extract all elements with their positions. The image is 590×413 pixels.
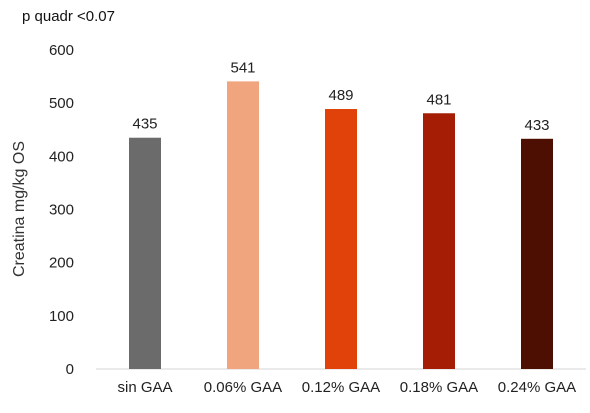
data-label: 481 (426, 91, 451, 108)
y-tick-label: 200 (49, 255, 74, 272)
bar-4 (423, 113, 455, 369)
data-label: 489 (328, 87, 353, 104)
data-label: 433 (524, 117, 549, 134)
data-label: 435 (132, 116, 157, 133)
bar-2 (227, 81, 259, 369)
y-tick-label: 600 (49, 42, 74, 59)
x-tick-label: 0.24% GAA (498, 379, 576, 396)
y-tick-label: 0 (66, 361, 74, 378)
data-label: 541 (230, 59, 255, 76)
bar-5 (521, 138, 553, 369)
x-tick-label: 0.06% GAA (204, 379, 282, 396)
significance-annotation: p quadr <0.07 (22, 8, 115, 25)
bar-3 (325, 109, 357, 369)
y-tick-label: 100 (49, 308, 74, 325)
bar-1 (129, 137, 161, 369)
x-tick-label: 0.12% GAA (302, 379, 380, 396)
x-tick-label: sin GAA (117, 379, 172, 396)
y-tick-label: 500 (49, 95, 74, 112)
y-tick-label: 300 (49, 202, 74, 219)
x-tick-label: 0.18% GAA (400, 379, 478, 396)
y-axis-label: Creatina mg/kg OS (11, 140, 28, 278)
y-tick-label: 400 (49, 148, 74, 165)
